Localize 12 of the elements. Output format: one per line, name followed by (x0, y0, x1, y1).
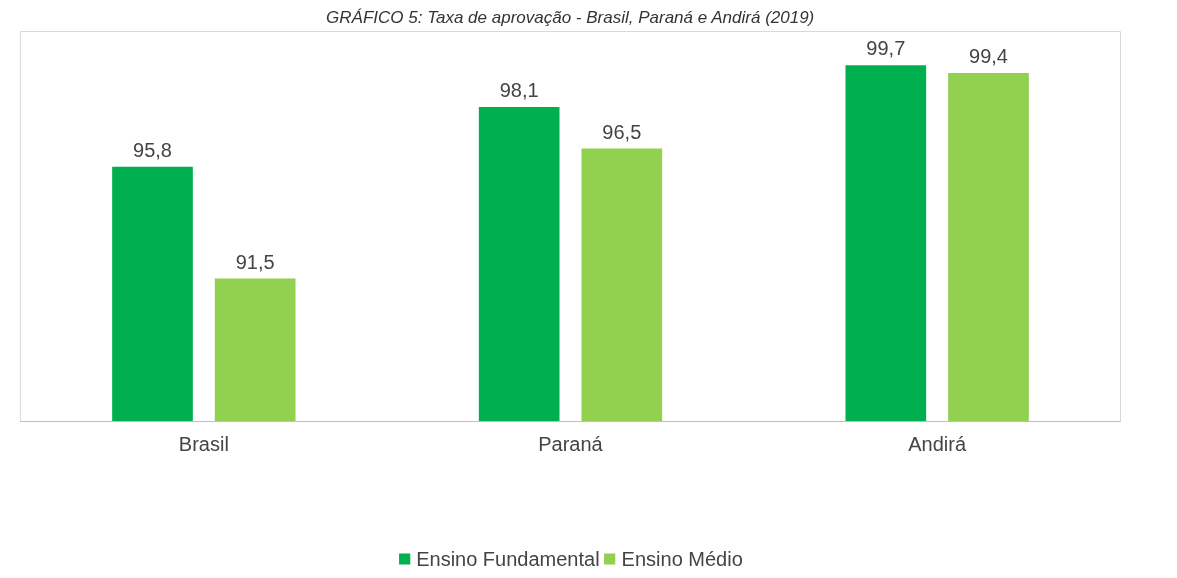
x-tick-label: Brasil (178, 432, 229, 455)
legend-label: Ensino Fundamental (416, 547, 600, 570)
data-label: 91,5 (235, 250, 275, 273)
x-tick-label: Andirá (908, 432, 967, 455)
data-label: 95,8 (133, 138, 172, 161)
x-tick-label: Paraná (538, 432, 604, 455)
data-label: 99,7 (866, 37, 906, 60)
chart-title: GRÁFICO 5: Taxa de aprovação - Brasil, Paraná e Andirá (2019) (326, 7, 815, 27)
legend-label: Ensino Médio (621, 547, 743, 570)
data-label: 98,1 (499, 78, 539, 101)
data-label: 99,4 (969, 45, 1008, 68)
data-label: 96,5 (602, 120, 642, 143)
